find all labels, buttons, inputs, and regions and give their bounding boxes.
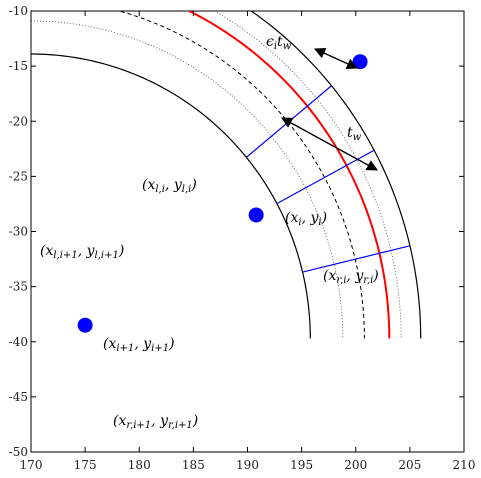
- point-marker-i: [248, 207, 264, 223]
- y-tick-label: -45: [9, 390, 28, 404]
- tw-arrow: [281, 117, 378, 171]
- y-tick-label: -10: [9, 4, 28, 18]
- y-tick-label: -30: [9, 225, 28, 239]
- right-point-i-label: (xr,i, yr,i): [323, 268, 379, 286]
- left-point-i-label: (xl,i, yl,i): [142, 177, 197, 195]
- x-tick-label: 170: [20, 458, 43, 472]
- x-tick-label: 195: [290, 458, 313, 472]
- right-wall-curve: [31, 53, 311, 339]
- eps-tw-arrow: [313, 48, 359, 69]
- y-tick-label: -35: [9, 280, 28, 294]
- y-tick-label: -50: [9, 445, 28, 459]
- y-tick-label: -25: [9, 169, 28, 183]
- normal-line-i+1: [302, 245, 411, 273]
- center-point-i-label: (xi, yi): [285, 210, 327, 228]
- y-axis-ticks: -10 -15 -20 -25 -30 -35 -40 -45 -50: [9, 4, 464, 459]
- x-tick-label: 175: [74, 458, 97, 472]
- right-dotted-curve: [31, 20, 344, 339]
- tw-label: tw: [347, 125, 362, 143]
- plot-frame: [30, 10, 465, 453]
- x-tick-label: 210: [453, 458, 476, 472]
- x-tick-label: 180: [128, 458, 151, 472]
- left-dotted-curve: [213, 11, 402, 339]
- y-tick-label: -40: [9, 335, 28, 349]
- dashed-curve: [117, 11, 365, 339]
- right-point-ip1-label: (xr,i+1, yr,i+1): [113, 413, 198, 431]
- center-point-ip1-label: (xi+1, yi+1): [103, 336, 175, 354]
- left-wall-curve: [250, 11, 422, 339]
- point-marker-i+1: [77, 317, 93, 333]
- x-tick-label: 190: [236, 458, 259, 472]
- eps-tw-label: ϵitw: [266, 34, 292, 52]
- left-point-ip1-label: (xl,i+1, yl,i+1): [40, 243, 124, 261]
- x-tick-label: 205: [398, 458, 421, 472]
- x-axis-ticks: 170 175 180 185 190 195 200 205 210: [20, 11, 476, 472]
- reference-curve: [186, 11, 391, 339]
- track-curves: [31, 11, 422, 339]
- y-tick-label: -15: [9, 59, 28, 73]
- x-tick-label: 185: [182, 458, 205, 472]
- x-tick-label: 200: [344, 458, 367, 472]
- y-tick-label: -20: [9, 114, 28, 128]
